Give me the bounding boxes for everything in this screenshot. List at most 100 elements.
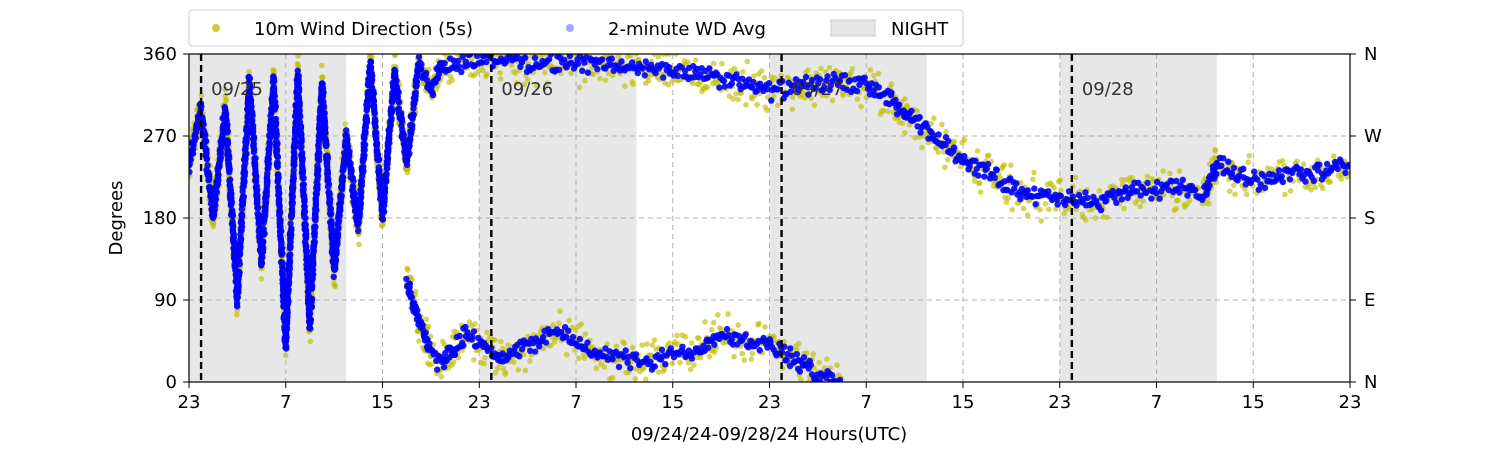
data-point (1245, 159, 1251, 165)
data-point (691, 362, 697, 368)
data-point (274, 140, 281, 147)
data-point (1140, 198, 1146, 204)
data-point (899, 120, 906, 127)
data-point (303, 253, 311, 260)
data-point (228, 190, 235, 198)
data-point (311, 238, 318, 245)
data-point (224, 140, 232, 147)
data-point (234, 312, 240, 318)
data-point (283, 326, 290, 334)
data-point (601, 364, 608, 370)
data-point (295, 84, 303, 92)
data-point (284, 295, 292, 303)
data-point (198, 92, 205, 99)
data-point (261, 230, 268, 237)
data-point (775, 102, 781, 109)
data-point (1330, 153, 1337, 159)
data-point (935, 149, 941, 155)
data-point (527, 358, 533, 364)
data-point (346, 148, 353, 155)
data-point (593, 365, 599, 372)
data-point (556, 320, 562, 327)
data-point (332, 265, 339, 272)
data-point (674, 332, 680, 339)
data-point (739, 350, 746, 357)
data-point (1092, 215, 1099, 221)
data-point (286, 252, 293, 259)
data-point (687, 366, 694, 373)
data-point (471, 357, 477, 363)
data-point (758, 68, 765, 74)
data-point (203, 156, 211, 163)
data-point (274, 172, 282, 179)
data-point (1246, 152, 1252, 159)
data-point (557, 308, 563, 315)
data-point (1104, 214, 1110, 221)
data-point (744, 58, 751, 65)
data-point (692, 57, 699, 63)
data-point (423, 316, 430, 323)
data-point (719, 60, 725, 67)
data-point (854, 96, 861, 102)
data-point (1167, 170, 1173, 177)
data-point (706, 353, 713, 360)
data-point (472, 321, 478, 327)
data-point (976, 180, 983, 186)
data-point (1121, 205, 1127, 212)
data-point (754, 101, 760, 108)
data-point (212, 201, 219, 209)
data-point (563, 351, 570, 358)
data-point (405, 267, 411, 273)
data-point (224, 128, 231, 135)
data-point (302, 214, 309, 222)
data-point (566, 317, 572, 324)
data-point (303, 234, 310, 241)
data-point (740, 69, 746, 75)
data-point (1051, 185, 1057, 191)
data-point (685, 59, 691, 65)
data-point (449, 77, 455, 83)
data-point (715, 312, 721, 318)
data-point (313, 207, 320, 214)
data-point (312, 223, 319, 230)
data-point (1096, 187, 1103, 194)
data-point (613, 343, 620, 350)
data-point (818, 65, 824, 72)
data-point (212, 196, 220, 203)
data-point (260, 238, 267, 245)
data-point (576, 355, 582, 362)
data-point (287, 220, 294, 227)
data-point (286, 265, 294, 273)
data-point (762, 324, 768, 330)
data-point (308, 303, 316, 310)
data-point (334, 230, 342, 238)
data-point (356, 241, 362, 248)
data-point (649, 342, 656, 348)
data-point (621, 340, 628, 347)
data-point (630, 81, 636, 88)
data-point (251, 146, 258, 153)
data-point (298, 132, 305, 139)
data-point (902, 96, 908, 102)
data-point (977, 189, 984, 195)
data-point (735, 322, 742, 328)
data-point (1320, 185, 1326, 192)
data-point (816, 359, 822, 366)
data-point (290, 177, 297, 185)
data-point (218, 144, 225, 151)
data-point (1175, 197, 1181, 204)
data-point (348, 165, 355, 173)
data-point (1042, 201, 1049, 207)
data-point (327, 195, 334, 203)
data-point (576, 84, 583, 91)
data-point (233, 303, 241, 310)
data-point (1038, 218, 1045, 224)
data-point (669, 360, 676, 367)
data-point (961, 136, 968, 143)
data-point (849, 65, 856, 72)
data-point (931, 115, 937, 121)
data-point (1024, 212, 1031, 218)
data-point (482, 355, 488, 361)
data-point (210, 210, 218, 217)
data-point (237, 235, 245, 243)
